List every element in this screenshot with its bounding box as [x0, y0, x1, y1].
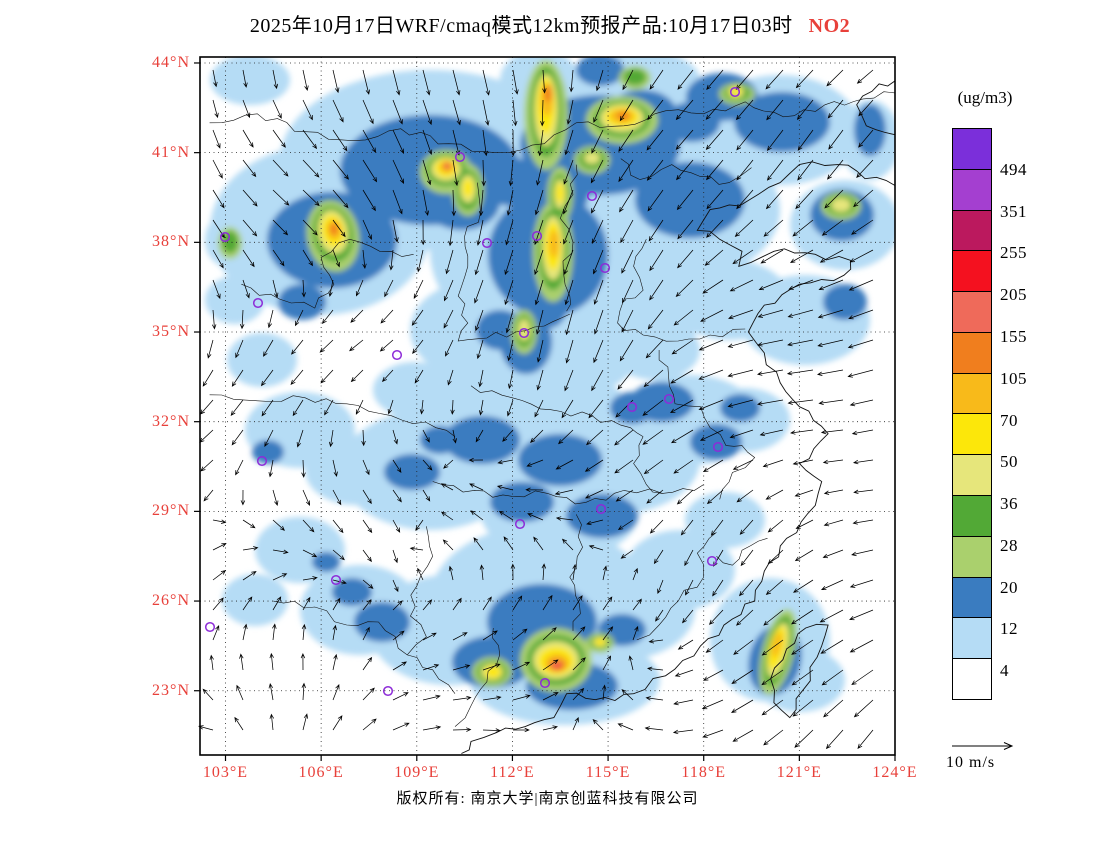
- wind-scale-legend: 10 m/s: [946, 754, 1036, 772]
- wind-arrows-layer: [198, 69, 874, 750]
- lon-tick-label: 115°E: [585, 764, 631, 781]
- colorbar-block: [952, 331, 992, 374]
- map-frame: [194, 56, 896, 761]
- colorbar-block: [952, 209, 992, 252]
- page-title: 2025年10月17日WRF/cmaq模式12km预报产品:10月17日03时 N…: [60, 9, 1040, 38]
- colorbar-block: [952, 495, 992, 537]
- colorbar-block: [952, 454, 992, 497]
- lon-tick-label: 109°E: [394, 764, 440, 781]
- title-main: 2025年10月17日WRF/cmaq模式12km预报产品:10月17日03时: [249, 15, 793, 37]
- wind-scale-arrow: [952, 742, 1014, 750]
- colorbar-tick-label: 155: [1000, 326, 1027, 346]
- colorbar-block: [952, 576, 992, 619]
- lon-tick-label: 124°E: [872, 764, 918, 781]
- colorbar-tick-label: 494: [1000, 159, 1027, 179]
- colorbar-tick-label: 105: [1000, 368, 1027, 388]
- colorbar-block: [952, 168, 992, 211]
- colorbar-tick-label: 255: [1000, 243, 1027, 263]
- lon-tick-label: 103°E: [202, 764, 249, 781]
- colorbar-block: [952, 535, 992, 578]
- colorbar-block: [952, 372, 992, 415]
- lat-tick-label: 44°N: [152, 53, 190, 71]
- colorbar-tick-label: 36: [1000, 494, 1018, 514]
- colorbar-unit-label: (ug/m3): [957, 88, 1013, 107]
- lat-tick-label: 38°N: [152, 233, 190, 251]
- graticule: [200, 57, 895, 755]
- colorbar-tick-label: 351: [1000, 201, 1027, 221]
- colorbar-tick-label: 20: [1000, 577, 1018, 597]
- lon-tick-label: 112°E: [490, 764, 535, 781]
- colorbar-block: [952, 128, 992, 170]
- lon-tick-label: 106°E: [298, 764, 344, 781]
- colorbar-block: [952, 617, 992, 660]
- lat-tick-label: 32°N: [152, 412, 190, 430]
- colorbar-block: [952, 250, 992, 293]
- lat-tick-label: 23°N: [152, 681, 190, 699]
- wind-scale-label: 10 m/s: [946, 754, 996, 771]
- colorbar: [952, 128, 992, 700]
- lat-tick-label: 29°N: [152, 502, 190, 520]
- lat-tick-label: 26°N: [152, 592, 190, 610]
- copyright-text: 版权所有: 南京大学|南京创蓝科技有限公司: [396, 791, 699, 807]
- colorbar-block: [952, 658, 992, 700]
- colorbar-block: [952, 413, 992, 456]
- colorbar-tick-label: 12: [1000, 619, 1018, 639]
- lat-tick-label: 35°N: [152, 323, 190, 340]
- lon-tick-label: 118°E: [681, 764, 726, 781]
- colorbar-tick-label: 70: [1000, 410, 1018, 430]
- title-species: NO2: [808, 15, 851, 37]
- city-markers: [204, 86, 741, 697]
- colorbar-tick-label: 205: [1000, 285, 1027, 305]
- colorbar-tick-label: 28: [1000, 535, 1018, 555]
- colorbar-tick-label: 50: [1000, 452, 1018, 472]
- colorbar-block: [952, 291, 992, 333]
- lat-tick-label: 41°N: [152, 143, 190, 161]
- colorbar-tick-label: 4: [1000, 661, 1009, 681]
- lon-tick-label: 121°E: [776, 764, 822, 781]
- province-boundaries: [209, 80, 895, 754]
